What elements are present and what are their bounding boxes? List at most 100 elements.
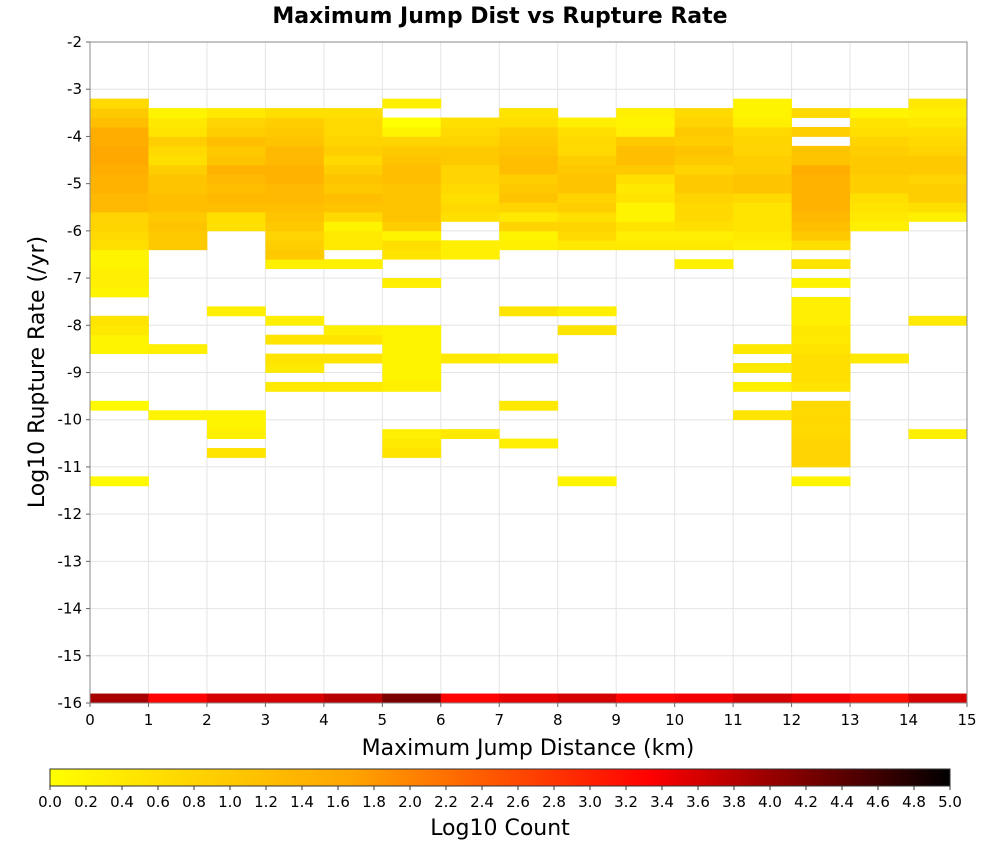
heatmap-cell xyxy=(616,693,676,704)
heatmap-cell xyxy=(148,117,208,128)
x-tick-label: 11 xyxy=(724,711,743,729)
heatmap-cell xyxy=(674,174,734,185)
heatmap-cell xyxy=(616,211,676,222)
heatmap-cell xyxy=(323,221,383,232)
heatmap-cell xyxy=(382,174,442,185)
heatmap-cell xyxy=(499,126,559,137)
x-tick-label: 12 xyxy=(782,711,801,729)
heatmap-cell xyxy=(733,117,792,128)
heatmap-cell xyxy=(90,126,149,137)
colorbar-tick-label: 2.2 xyxy=(434,793,458,811)
heatmap-cell xyxy=(382,98,442,109)
heatmap-cell xyxy=(90,230,149,241)
heatmap-cell xyxy=(850,193,909,203)
heatmap-cell xyxy=(206,693,266,704)
y-tick-label: -5 xyxy=(67,175,82,193)
heatmap-cell xyxy=(908,117,968,128)
heatmap-cell xyxy=(733,164,792,175)
heatmap-cell xyxy=(382,136,442,147)
heatmap-cell xyxy=(850,126,909,137)
heatmap-cell xyxy=(440,145,500,156)
heatmap-cell xyxy=(850,174,909,185)
heatmap-cell xyxy=(908,315,968,326)
heatmap-cell xyxy=(206,419,266,430)
heatmap-cell xyxy=(382,117,442,128)
heatmap-cell xyxy=(674,136,734,147)
heatmap-cell xyxy=(90,287,149,298)
heatmap-cell xyxy=(674,117,734,128)
heatmap-cell xyxy=(206,117,266,128)
heatmap-cell xyxy=(323,202,383,213)
x-tick-label: 1 xyxy=(144,711,154,729)
heatmap-cell xyxy=(265,315,325,326)
heatmap-cell xyxy=(323,693,383,704)
heatmap-cell xyxy=(148,230,208,241)
x-tick-label: 0 xyxy=(85,711,95,729)
heatmap-cell xyxy=(733,145,792,156)
heatmap-cell xyxy=(206,211,266,222)
heatmap-cell xyxy=(440,183,500,194)
heatmap-cell xyxy=(791,372,851,383)
heatmap-cell xyxy=(499,400,559,411)
heatmap-cell xyxy=(616,230,676,241)
colorbar-tick-label: 1.2 xyxy=(254,793,278,811)
y-tick-label: -8 xyxy=(67,316,82,334)
x-tick-label: 3 xyxy=(261,711,271,729)
heatmap-cell xyxy=(148,693,208,704)
heatmap-cell xyxy=(265,136,325,147)
heatmap-cell xyxy=(791,126,851,137)
heatmap-cell xyxy=(265,381,325,392)
heatmap-cell xyxy=(382,221,442,232)
y-tick-label: -3 xyxy=(67,80,82,98)
heatmap-cell xyxy=(791,230,851,241)
heatmap-cell xyxy=(674,155,734,166)
colorbar-tick-label: 0.8 xyxy=(182,793,206,811)
colorbar-tick-label: 0.2 xyxy=(74,793,98,811)
heatmap-cell xyxy=(791,344,851,355)
heatmap-cell xyxy=(265,363,325,373)
heatmap-cell xyxy=(148,344,208,355)
heatmap-cell xyxy=(791,108,851,118)
heatmap-cell xyxy=(206,155,266,166)
heatmap-cell xyxy=(382,438,442,449)
heatmap-cell xyxy=(616,126,676,137)
heatmap-cell xyxy=(733,136,792,147)
heatmap-cell xyxy=(382,249,442,260)
heatmap-cell xyxy=(90,334,149,345)
heatmap-cell xyxy=(616,240,676,251)
heatmap-cell xyxy=(382,372,442,383)
heatmap-cell xyxy=(791,155,851,166)
y-axis-ticks: -2 -3 -4 -5 -6 -7 -8 -9 -10 -11 -12 -13 -14 -15 -16 xyxy=(58,33,90,712)
heatmap-cell xyxy=(791,400,851,411)
heatmap-cell xyxy=(616,183,676,194)
heatmap-cell xyxy=(791,438,851,449)
heatmap-cell xyxy=(791,145,851,156)
heatmap-cell xyxy=(791,221,851,232)
heatmap-cell xyxy=(850,145,909,156)
heatmap-cell xyxy=(791,296,851,307)
heatmap-cell xyxy=(90,221,149,232)
heatmap-cell xyxy=(206,306,266,317)
heatmap-cell xyxy=(206,183,266,194)
colorbar-tick-label: 4.0 xyxy=(758,793,782,811)
heatmap-cell xyxy=(323,325,383,336)
y-tick-label: -16 xyxy=(58,694,83,712)
heatmap-cell xyxy=(499,230,559,241)
heatmap-cell xyxy=(440,249,500,260)
colorbar-tick-label: 0.6 xyxy=(146,793,170,811)
heatmap-cell xyxy=(265,183,325,194)
heatmap-cell xyxy=(791,476,851,487)
heatmap-cell xyxy=(265,202,325,213)
heatmap-cell xyxy=(499,240,559,251)
heatmap-cell xyxy=(323,174,383,185)
heatmap-cell xyxy=(265,117,325,128)
heatmap-cell xyxy=(791,202,851,213)
heatmap-cell xyxy=(499,202,559,213)
heatmap-cell xyxy=(850,117,909,128)
heatmap-cell xyxy=(733,155,792,166)
heatmap-cell xyxy=(791,211,851,222)
heatmap-cell xyxy=(323,136,383,147)
y-tick-label: -7 xyxy=(67,269,82,287)
heatmap-cell xyxy=(265,259,325,270)
heatmap-cell xyxy=(499,174,559,185)
